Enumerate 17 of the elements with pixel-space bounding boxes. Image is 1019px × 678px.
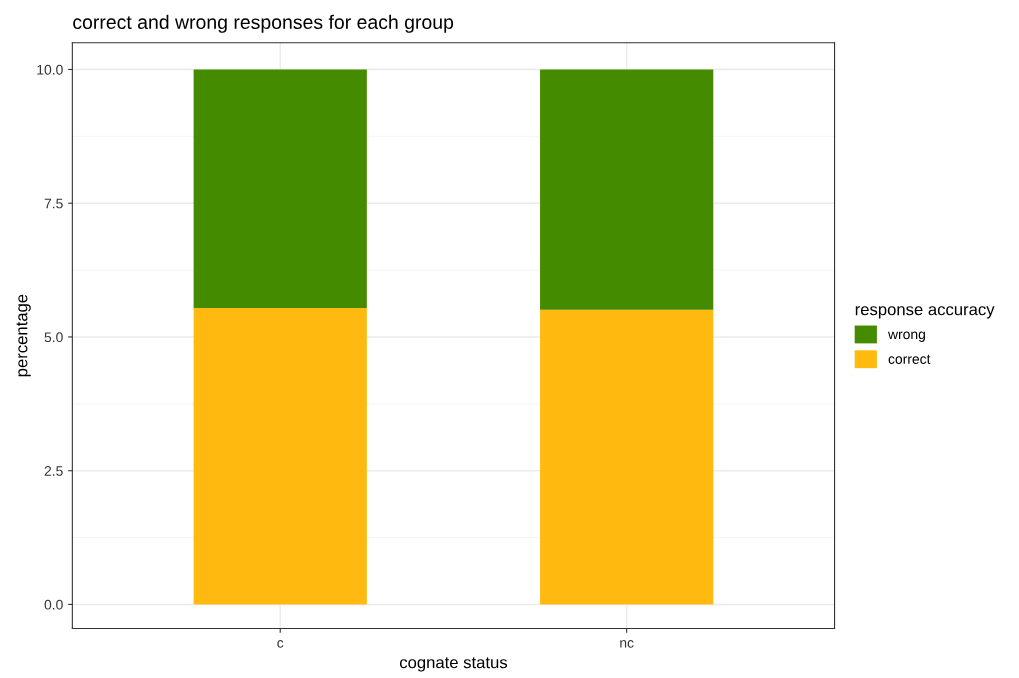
x-tick-label: c [277,640,284,648]
y-tick-label: 0.0 [44,599,63,610]
y-tick-label: 5.0 [44,332,63,343]
y-tick-label: 7.5 [44,198,63,209]
legend-label: correct [888,354,931,364]
y-tick-label: 10.0 [37,64,63,75]
bar [193,69,367,309]
x-axis-title: cognate status [399,657,508,672]
y-axis-title: percentage [16,294,31,377]
legend-title: response accuracy [855,306,995,319]
y-tick-label: 2.5 [44,466,63,476]
x-tick-label: nc [620,640,634,648]
bar [540,69,714,310]
bar [540,309,714,605]
chart-title: correct and wrong responses for each group [73,14,454,33]
legend-label: wrong [888,331,925,342]
bar [193,308,367,605]
